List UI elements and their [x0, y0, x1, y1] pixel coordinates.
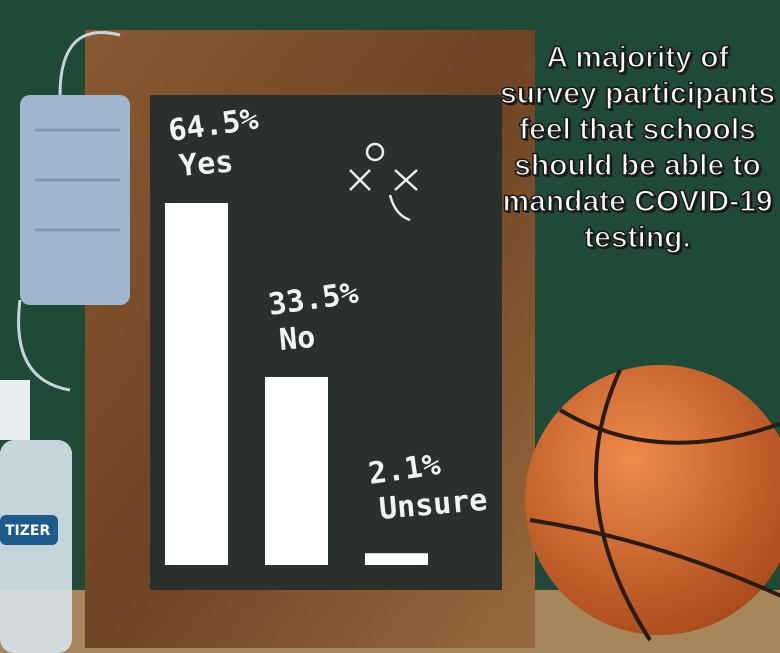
category-label: Yes [178, 144, 235, 184]
bar [365, 553, 428, 565]
infographic: TIZER 64.5%Yes33.5%No2.1%Unsure A majori… [0, 0, 780, 653]
sanitizer: TIZER [0, 380, 72, 653]
bar [165, 203, 228, 565]
category-label: No [278, 320, 317, 358]
chart-title: A majority of survey participants feel t… [495, 40, 780, 256]
label-text: TIZER [5, 523, 50, 539]
bar [265, 377, 328, 565]
